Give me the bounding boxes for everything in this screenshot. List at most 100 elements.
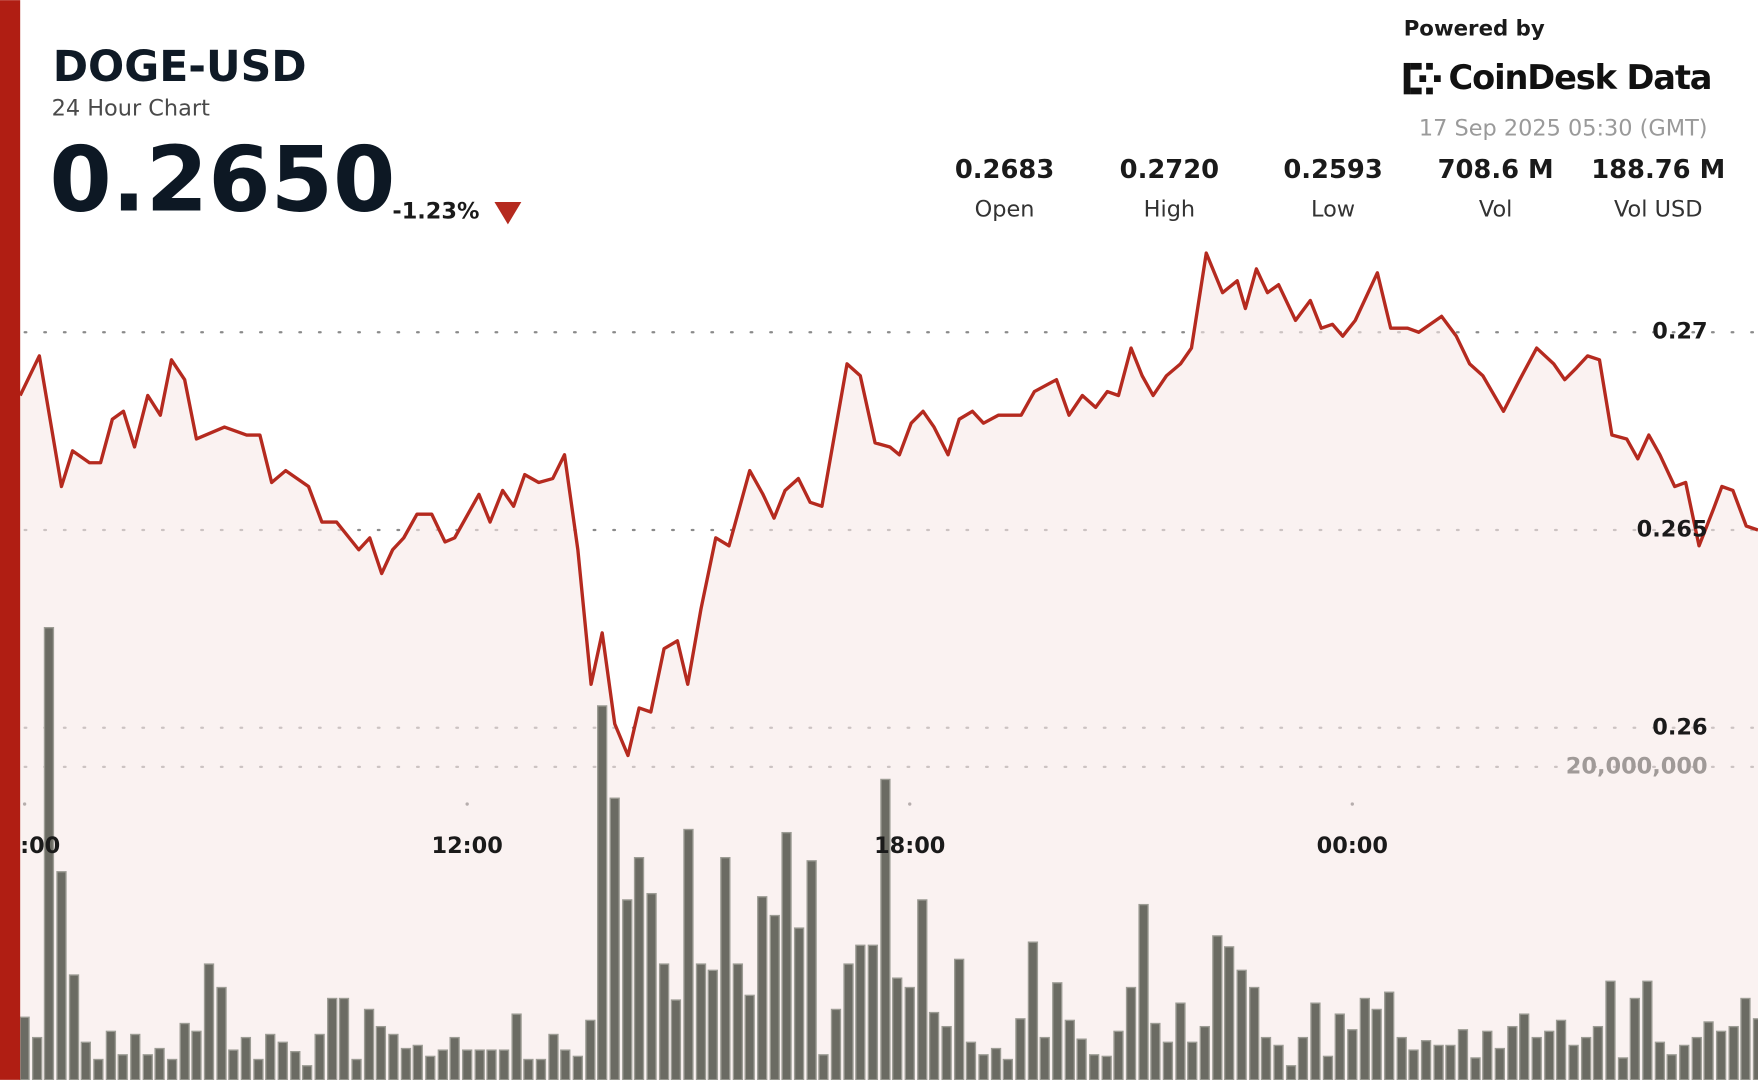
volume-bar — [548, 1033, 559, 1080]
volume-bar — [695, 963, 707, 1080]
volume-bar — [1223, 946, 1235, 1080]
stat-value: 708.6 M — [1438, 155, 1554, 185]
volume-bar — [253, 1058, 264, 1080]
volume-bar — [597, 705, 608, 1080]
volume-bar — [1433, 1044, 1444, 1080]
volume-bar — [1027, 941, 1039, 1080]
volume-bar — [572, 1055, 583, 1080]
volume-bar — [412, 1044, 423, 1080]
volume-bar — [80, 1041, 91, 1080]
plot-area: 0.270.2650.2620,000,00006:0012:0018:0000… — [0, 251, 1758, 1080]
volume-bar — [830, 1008, 842, 1080]
volume-bar — [1175, 1002, 1186, 1080]
volume-bar — [1445, 1044, 1456, 1080]
volume-bar — [1703, 1021, 1714, 1080]
volume-bar — [388, 1033, 399, 1080]
volume-bar — [658, 963, 670, 1080]
volume-bar — [1138, 903, 1149, 1080]
change: -1.23% — [392, 199, 479, 225]
volume-bar — [265, 1033, 276, 1080]
volume-bar — [19, 1016, 30, 1080]
volume-bar — [1679, 1044, 1690, 1080]
volume-bar — [498, 1049, 510, 1080]
volume-bar — [965, 1041, 977, 1080]
tick-labels: 0.270.2650.2620,000,00006:0012:0018:0000… — [0, 319, 1708, 859]
volume-bar — [1310, 1002, 1321, 1080]
volume-bar — [683, 828, 694, 1080]
volume-bar — [142, 1054, 153, 1080]
volume-bar — [1101, 1055, 1112, 1080]
volume-bar — [1297, 1036, 1309, 1080]
volume-bar — [1052, 982, 1063, 1080]
volume-bar — [1457, 1029, 1469, 1080]
volume-bar — [1285, 1065, 1297, 1080]
volume-bar — [1260, 1036, 1272, 1080]
volume-bar — [1384, 991, 1395, 1080]
volume-bar — [290, 1051, 301, 1080]
volume-bar — [732, 963, 744, 1080]
volume-bar — [1580, 1036, 1592, 1080]
volume-bar — [1507, 1025, 1518, 1080]
volume-bar — [1482, 1030, 1493, 1080]
volume-bar — [1396, 1036, 1407, 1080]
volume-bar — [1531, 1036, 1542, 1080]
volume-bar — [1150, 1022, 1161, 1080]
volume-bar — [1642, 980, 1653, 1080]
volume-bar — [670, 999, 682, 1080]
volume-bar — [1113, 1030, 1124, 1080]
volume-bar — [892, 977, 903, 1080]
stats: 0.2683 Open 0.2720 High 0.2593 Low 708.6 M Vol 1… — [955, 155, 1725, 222]
price-area — [20, 253, 1758, 1080]
volume-bar — [928, 1011, 940, 1080]
volume-bar — [1125, 986, 1137, 1080]
volume-bar — [462, 1049, 473, 1080]
volume-bar — [1322, 1055, 1334, 1080]
volume-bar — [585, 1019, 596, 1080]
volume-bar — [757, 896, 768, 1080]
stat-label: Low — [1311, 196, 1355, 222]
volume-bar — [855, 944, 866, 1080]
volume-bar — [633, 856, 645, 1080]
volume-bar — [954, 958, 965, 1080]
volume-bar — [105, 1030, 117, 1080]
volume-bar — [449, 1036, 460, 1080]
volume-bar — [1408, 1049, 1419, 1080]
volume-bar — [1470, 1057, 1481, 1080]
volume-bar — [1592, 1025, 1604, 1080]
volume-bar — [793, 927, 805, 1080]
volume-bar — [1273, 1044, 1284, 1080]
brand: CoinDesk Data — [1449, 58, 1712, 97]
volume-bar — [240, 1036, 252, 1080]
timestamp: 17 Sep 2025 05:30 (GMT) — [1419, 116, 1708, 142]
volume-bar — [117, 1054, 128, 1080]
volume-bar — [1002, 1058, 1014, 1080]
volume-bar — [904, 986, 915, 1080]
volume-bar — [1236, 969, 1247, 1080]
volume-bar — [1740, 997, 1751, 1080]
down-arrow — [494, 201, 522, 225]
volume-bar — [1691, 1036, 1702, 1080]
volume-bar — [216, 986, 227, 1080]
stat-value: 0.2683 — [955, 155, 1054, 185]
y-tick-label: 0.26 — [1652, 714, 1707, 740]
volume-bar — [351, 1058, 362, 1080]
volume-bar — [93, 1058, 104, 1080]
volume-bar — [1076, 1038, 1087, 1080]
volume-bar — [179, 1022, 190, 1080]
stat-label: Vol USD — [1614, 196, 1703, 222]
volume-bar — [277, 1041, 288, 1080]
volume-bar — [400, 1047, 412, 1080]
price-line — [18, 251, 1758, 758]
volume-bar — [818, 1054, 829, 1080]
volume-bar — [511, 1013, 522, 1080]
powered-by: Powered by — [1404, 16, 1545, 41]
volume-bar — [1212, 935, 1223, 1080]
volume-bar — [867, 944, 879, 1080]
accent-bar — [0, 0, 21, 1080]
volume-bar — [1666, 1054, 1677, 1080]
y-tick-label: 0.27 — [1652, 319, 1707, 345]
volume-bar — [1617, 1057, 1629, 1080]
price: 0.2650 — [49, 129, 395, 233]
volume-bar — [917, 899, 928, 1080]
y2-tick-label: 20,000,000 — [1566, 753, 1708, 779]
